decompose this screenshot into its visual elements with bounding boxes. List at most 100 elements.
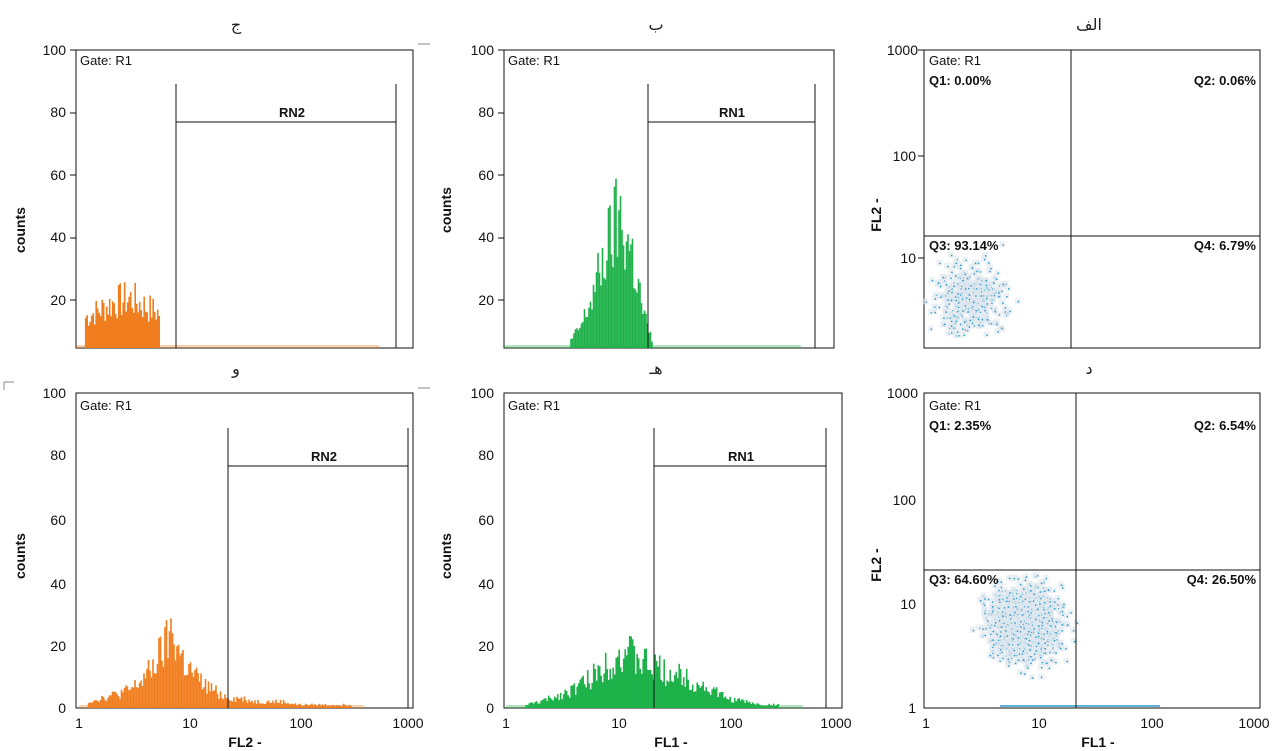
histogram-bar xyxy=(144,678,147,708)
histogram-bar xyxy=(615,178,617,348)
scatter-point xyxy=(1038,625,1040,627)
histogram-bar xyxy=(723,697,725,708)
scatter-point xyxy=(1000,649,1002,651)
scatter-point xyxy=(998,314,1001,316)
scatter-point xyxy=(1015,597,1018,600)
scatter-point xyxy=(1001,651,1003,653)
scatter-point xyxy=(1008,665,1010,667)
scatter-point xyxy=(992,630,995,633)
histogram-bar xyxy=(143,673,145,708)
scatter-point xyxy=(1045,577,1047,580)
histogram-bar xyxy=(206,693,208,708)
scatter-point xyxy=(1049,605,1052,607)
svg-text:60: 60 xyxy=(50,512,66,528)
scatter-point xyxy=(955,296,957,298)
scatter-point xyxy=(1043,609,1045,611)
scatter-point xyxy=(994,311,996,313)
scatter-point xyxy=(1044,648,1046,650)
y-tick-label: 80 xyxy=(50,104,66,120)
histogram-bar xyxy=(715,687,718,708)
y-axis-label: FL2 - xyxy=(868,198,884,232)
histogram-bar xyxy=(258,703,261,708)
histogram-bar xyxy=(197,673,199,708)
histogram-bar xyxy=(299,703,301,708)
scatter-point xyxy=(1051,618,1053,620)
y-axis-label: counts xyxy=(12,207,28,253)
gate-label: Gate: R1 xyxy=(80,53,132,68)
scatter-point xyxy=(1061,630,1063,632)
histogram-bar xyxy=(580,677,583,708)
histogram-bar xyxy=(654,654,656,708)
scatter-point xyxy=(998,599,1001,601)
quadrant-q2: Q2: 0.06% xyxy=(1194,73,1257,88)
histogram-bar xyxy=(348,704,351,708)
y-tick-label: 40 xyxy=(478,229,494,245)
scatter-point xyxy=(950,277,952,279)
histogram-bar xyxy=(123,687,126,708)
y-tick-label: 80 xyxy=(478,104,494,120)
histogram-bar xyxy=(156,663,159,708)
scatter-point xyxy=(1035,618,1037,621)
scatter-point xyxy=(953,285,955,288)
scatter-point xyxy=(969,319,971,322)
svg-text:20: 20 xyxy=(50,638,66,654)
scatter-point xyxy=(951,320,953,323)
histogram-bar xyxy=(775,705,778,708)
scatter-point xyxy=(998,589,1000,592)
histogram-bar xyxy=(281,704,283,708)
histogram-bar xyxy=(146,312,148,348)
histogram-bar xyxy=(651,341,653,348)
scatter-point xyxy=(1020,672,1022,674)
x-ticks: 1 10 100 1000 xyxy=(75,715,424,731)
histogram-bar xyxy=(547,695,550,708)
histogram-bar xyxy=(553,696,556,708)
histogram-bar xyxy=(556,694,559,708)
histogram-bar xyxy=(132,687,135,708)
histogram-bar xyxy=(739,700,742,708)
scatter-point xyxy=(1013,654,1016,657)
scatter-point xyxy=(975,310,977,312)
scatter-point xyxy=(977,262,980,265)
y-axis-label: counts xyxy=(438,533,454,579)
scatter-point xyxy=(987,598,990,601)
histogram-bar xyxy=(555,697,557,708)
scatter-point xyxy=(992,639,994,641)
marker-rn2: RN2 xyxy=(227,428,409,708)
scatter-point xyxy=(1054,626,1057,628)
histogram-bar xyxy=(129,689,132,708)
scatter-point xyxy=(1046,640,1049,643)
scatter-point xyxy=(988,262,990,264)
histogram-bar xyxy=(335,705,337,708)
histogram-bar xyxy=(183,675,186,708)
scatter-point xyxy=(1040,597,1042,600)
histogram-bar xyxy=(333,706,336,708)
scatter-point xyxy=(1022,659,1025,661)
histogram-bar xyxy=(294,703,297,708)
scatter-point xyxy=(997,331,999,333)
scatter-point xyxy=(1000,586,1002,589)
scatter-point xyxy=(1033,593,1035,595)
histogram-bar xyxy=(631,639,634,708)
scatter-point xyxy=(1018,653,1020,655)
histogram-bar xyxy=(138,683,141,708)
histogram-bar xyxy=(237,698,240,708)
histogram-bar xyxy=(691,684,694,708)
histogram-bar xyxy=(606,669,608,708)
histogram-bar xyxy=(203,687,205,708)
histogram-bar xyxy=(342,703,345,708)
scatter-point xyxy=(1013,614,1015,616)
svg-text:10: 10 xyxy=(182,715,198,731)
histogram-bar xyxy=(249,701,252,708)
histogram-bar xyxy=(240,697,243,708)
scatter-point xyxy=(1057,598,1060,600)
histogram-bar xyxy=(104,321,106,348)
y-tick-label: 60 xyxy=(478,167,494,183)
histogram-bar xyxy=(135,303,138,348)
histogram-bar xyxy=(586,317,589,348)
histogram-bar xyxy=(195,667,198,708)
scatter-point xyxy=(997,639,1000,642)
histogram-bar xyxy=(329,705,331,708)
histogram-bar xyxy=(592,284,595,348)
histogram-bar xyxy=(255,703,258,708)
scatter-point xyxy=(1008,288,1010,290)
